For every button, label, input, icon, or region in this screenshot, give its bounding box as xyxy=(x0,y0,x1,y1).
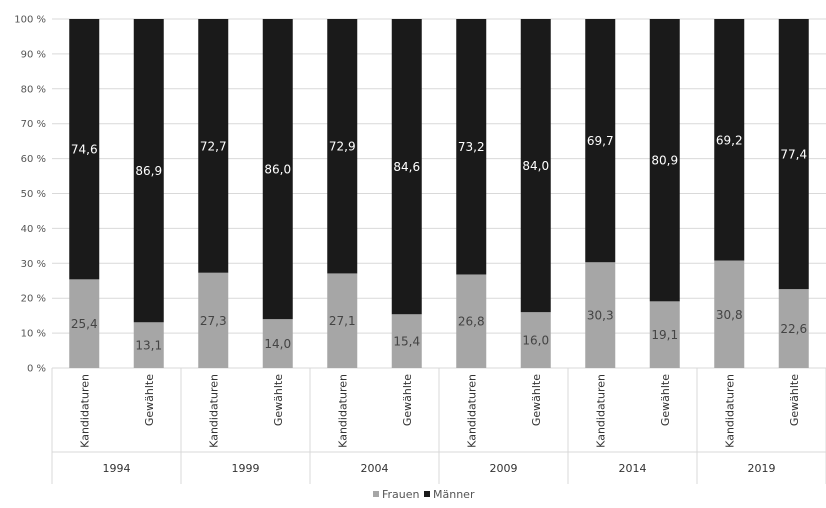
bar-frauen xyxy=(198,272,229,368)
group-label: 2014 xyxy=(619,462,647,475)
data-label-frauen: 27,1 xyxy=(329,314,356,328)
data-label-frauen: 15,4 xyxy=(393,335,420,349)
data-label-maenner: 69,2 xyxy=(716,133,743,147)
data-label-maenner: 84,6 xyxy=(393,160,420,174)
bar-maenner xyxy=(456,19,487,275)
data-label-maenner: 69,7 xyxy=(587,134,614,148)
category-label: Kandidaturen xyxy=(207,374,220,448)
data-label-frauen: 14,0 xyxy=(264,337,291,351)
y-tick-label: 20 % xyxy=(21,294,46,305)
bars: 25,4 74,6 13,1 86,9 27,3 72,7 14,0 86,0 27,1 72,9… xyxy=(69,19,809,368)
gridlines xyxy=(52,18,826,369)
bar-maenner xyxy=(198,19,229,273)
group-label: 2009 xyxy=(490,462,518,475)
bar-maenner xyxy=(391,19,422,315)
category-label: Kandidaturen xyxy=(78,374,91,448)
bar-frauen xyxy=(520,312,551,368)
data-label-frauen: 26,8 xyxy=(458,315,485,329)
bar-frauen xyxy=(69,279,100,368)
data-label-frauen: 30,3 xyxy=(587,309,614,323)
bar-frauen xyxy=(456,274,487,368)
data-label-maenner: 74,6 xyxy=(71,143,98,157)
legend-swatch xyxy=(424,491,430,497)
legend-label: Frauen xyxy=(382,488,420,501)
y-tick-label: 90 % xyxy=(21,49,46,60)
data-label-maenner: 86,9 xyxy=(135,164,162,178)
y-tick-label: 0 % xyxy=(27,364,46,375)
data-label-maenner: 77,4 xyxy=(780,148,807,162)
category-label: Kandidaturen xyxy=(336,374,349,448)
x-axis: Kandidaturen Gewählte 1994 Kandidaturen Gewä… xyxy=(51,368,826,484)
legend: Frauen Männer xyxy=(373,488,475,501)
y-tick-label: 50 % xyxy=(21,189,46,200)
y-tick-label: 100 % xyxy=(14,15,46,26)
data-label-maenner: 84,0 xyxy=(522,159,549,173)
data-label-frauen: 30,8 xyxy=(716,308,743,322)
bar-maenner xyxy=(714,19,745,261)
data-label-maenner: 72,9 xyxy=(329,140,356,154)
category-label: Gewählte xyxy=(143,374,156,426)
bar-maenner xyxy=(69,19,100,280)
bar-maenner xyxy=(585,19,616,263)
bar-frauen xyxy=(262,319,293,368)
bar-maenner xyxy=(520,19,551,313)
data-label-frauen: 16,0 xyxy=(522,334,549,348)
category-label: Kandidaturen xyxy=(723,374,736,448)
bar-maenner xyxy=(778,19,809,290)
bar-maenner xyxy=(133,19,164,323)
y-axis: 0 % 10 % 20 % 30 % 40 % 50 % 60 % 70 % 80 % 90 % 1… xyxy=(14,15,46,375)
category-label: Gewählte xyxy=(401,374,414,426)
bar-maenner xyxy=(327,19,358,274)
legend-swatch xyxy=(373,491,379,497)
bar-maenner xyxy=(649,19,680,302)
group-label: 2019 xyxy=(748,462,776,475)
legend-label: Männer xyxy=(433,488,475,501)
bar-frauen xyxy=(778,289,809,368)
category-label: Kandidaturen xyxy=(594,374,607,448)
group-label: 1994 xyxy=(103,462,131,475)
y-tick-label: 10 % xyxy=(21,329,46,340)
data-label-maenner: 73,2 xyxy=(458,140,485,154)
bar-frauen xyxy=(133,322,164,368)
category-label: Gewählte xyxy=(272,374,285,426)
data-label-maenner: 80,9 xyxy=(651,154,678,168)
bar-frauen xyxy=(391,314,422,368)
category-label: Kandidaturen xyxy=(465,374,478,448)
bar-frauen xyxy=(649,301,680,368)
group-label: 1999 xyxy=(232,462,260,475)
data-label-frauen: 22,6 xyxy=(780,322,807,336)
y-tick-label: 60 % xyxy=(21,154,46,165)
data-label-frauen: 25,4 xyxy=(71,317,98,331)
group-label: 2004 xyxy=(361,462,389,475)
data-label-maenner: 72,7 xyxy=(200,139,227,153)
data-label-maenner: 86,0 xyxy=(264,163,291,177)
data-label-frauen: 27,3 xyxy=(200,314,227,328)
y-tick-label: 30 % xyxy=(21,259,46,270)
bar-frauen xyxy=(714,260,745,368)
category-label: Gewählte xyxy=(530,374,543,426)
category-label: Gewählte xyxy=(788,374,801,426)
data-label-frauen: 19,1 xyxy=(651,328,678,342)
bar-frauen xyxy=(585,262,616,368)
bar-maenner xyxy=(262,19,293,320)
y-tick-label: 40 % xyxy=(21,224,46,235)
y-tick-label: 70 % xyxy=(21,119,46,130)
category-label: Gewählte xyxy=(659,374,672,426)
bar-frauen xyxy=(327,273,358,368)
data-label-frauen: 13,1 xyxy=(135,339,162,353)
y-tick-label: 80 % xyxy=(21,84,46,95)
